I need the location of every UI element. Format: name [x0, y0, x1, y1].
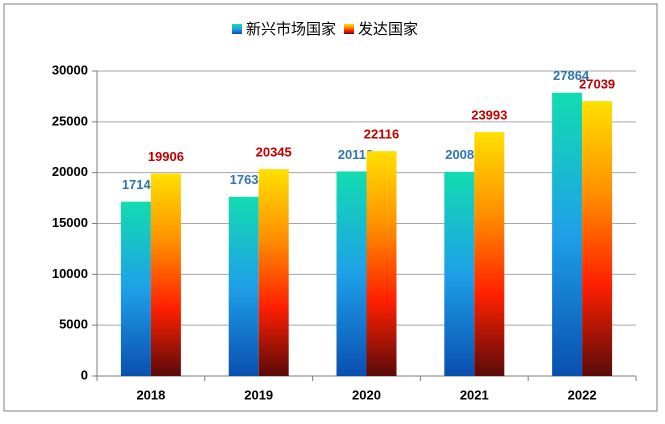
bar: [120, 201, 151, 376]
chart-border: [3, 3, 658, 412]
y-tick-label: 30000: [52, 62, 88, 77]
y-tick-label: 25000: [52, 113, 88, 128]
bar: [582, 101, 613, 376]
y-tick-label: 15000: [52, 215, 88, 230]
bar: [366, 151, 397, 376]
value-label: 27864: [553, 68, 590, 83]
value-label: 20118: [338, 147, 373, 162]
x-tick-label: 2022: [568, 387, 597, 402]
y-tick-label: 10000: [52, 266, 88, 281]
value-label: 17630: [230, 172, 266, 187]
value-label: 22116: [364, 127, 399, 142]
legend-label: 发达国家: [358, 21, 418, 38]
value-label: 20345: [256, 145, 292, 160]
bar: [444, 171, 475, 376]
value-label: 20085: [445, 147, 481, 162]
x-tick-label: 2019: [244, 387, 273, 402]
y-tick-label: 0: [81, 367, 88, 382]
x-tick-label: 2021: [460, 387, 489, 402]
legend-label: 新兴市场国家: [246, 21, 336, 38]
legend-swatch: [232, 24, 242, 34]
bar: [474, 132, 505, 376]
legend-swatch: [344, 24, 355, 34]
x-tick-label: 2018: [136, 387, 165, 402]
bar: [150, 173, 181, 376]
y-tick-label: 5000: [59, 317, 88, 332]
x-tick-label: 2020: [352, 387, 381, 402]
bar: [552, 92, 583, 376]
value-label: 27039: [579, 77, 615, 92]
value-label: 23993: [471, 108, 507, 123]
y-tick-label: 20000: [52, 164, 88, 179]
value-label: 17147: [122, 177, 158, 192]
bar: [228, 196, 259, 376]
bar: [336, 171, 367, 376]
bar: [258, 169, 289, 376]
value-label: 19906: [148, 149, 184, 164]
